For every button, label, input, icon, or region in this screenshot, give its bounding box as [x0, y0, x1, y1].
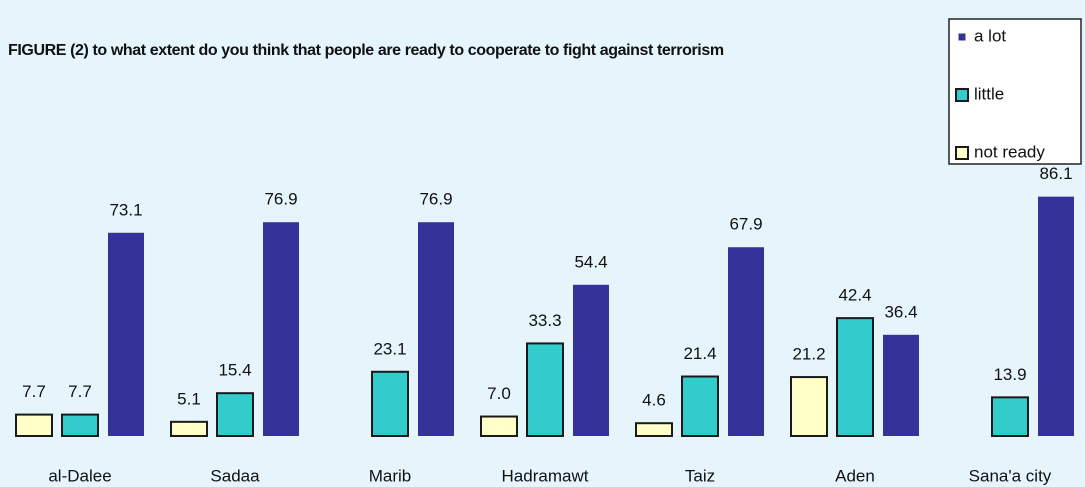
bar — [573, 284, 609, 436]
data-label: 76.9 — [419, 190, 452, 209]
bar — [15, 413, 53, 437]
bar — [728, 247, 764, 436]
bar — [216, 392, 254, 437]
chart-title: FIGURE (2) to what extent do you think t… — [8, 42, 724, 59]
bar — [836, 317, 874, 437]
data-label: 5.1 — [177, 389, 201, 408]
legend-label: not ready — [974, 142, 1045, 161]
bar — [170, 420, 208, 437]
bar — [371, 370, 409, 438]
data-label: 33.3 — [528, 311, 561, 330]
bar — [418, 222, 454, 436]
x-tick-label: Taiz — [685, 466, 715, 485]
bar — [681, 375, 719, 437]
data-label: 7.7 — [22, 382, 46, 401]
legend-swatch — [958, 33, 966, 41]
bar — [61, 413, 99, 437]
legend-box — [948, 18, 1082, 165]
data-label: 15.4 — [218, 361, 251, 380]
x-tick-label: Aden — [835, 466, 875, 485]
x-tick-label: Hadramawt — [502, 466, 589, 485]
data-label: 13.9 — [993, 365, 1026, 384]
legend-label: little — [974, 84, 1004, 103]
bar — [1038, 196, 1074, 436]
legend-label: a lot — [974, 26, 1006, 45]
bar — [480, 415, 518, 438]
data-label: 86.1 — [1039, 164, 1072, 183]
bar — [635, 422, 673, 438]
data-label: 7.7 — [68, 382, 92, 401]
x-tick-label: Marib — [369, 466, 412, 485]
data-label: 21.2 — [792, 345, 825, 364]
data-label: 76.9 — [264, 190, 297, 209]
bar — [526, 342, 564, 437]
data-label: 4.6 — [642, 391, 666, 410]
legend-swatch — [955, 88, 969, 102]
data-label: 21.4 — [683, 344, 716, 363]
bar — [883, 334, 919, 436]
x-tick-label: al-Dalee — [48, 466, 111, 485]
legend-swatch — [955, 146, 969, 160]
bar — [790, 376, 828, 437]
bar — [263, 222, 299, 436]
bar — [108, 232, 144, 436]
x-tick-label: Sadaa — [210, 466, 260, 485]
data-label: 54.4 — [574, 252, 607, 271]
data-label: 23.1 — [373, 339, 406, 358]
data-label: 67.9 — [729, 215, 762, 234]
data-label: 73.1 — [109, 200, 142, 219]
data-label: 42.4 — [838, 286, 871, 305]
bar — [991, 396, 1029, 437]
data-label: 7.0 — [487, 384, 511, 403]
data-label: 36.4 — [884, 302, 917, 321]
x-tick-label: Sana'a city — [969, 466, 1052, 485]
